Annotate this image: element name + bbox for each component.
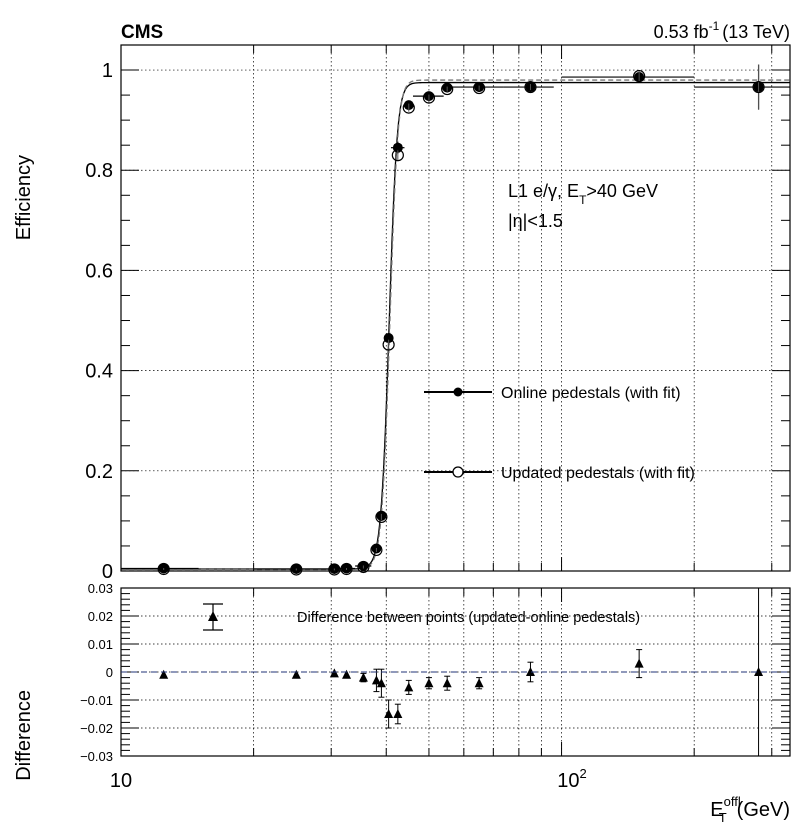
difference-point (525, 667, 535, 676)
experiment-label: CMS (121, 22, 163, 43)
difference-ylabel: Difference (13, 690, 35, 781)
xtick-label-10: 10 (110, 770, 132, 792)
difference-point (291, 669, 301, 679)
updated-point (382, 338, 395, 351)
legend-updated-marker (452, 466, 464, 478)
difference-point (342, 669, 352, 679)
difference-ytick-label: 0.03 (88, 581, 113, 596)
eta-annotation: |η|<1.5 (508, 211, 563, 231)
difference-ytick-label: −0.03 (80, 749, 113, 764)
difference-point (424, 678, 434, 688)
updated-point (441, 82, 454, 96)
efficiency-ytick-label: 0.8 (85, 160, 113, 182)
difference-point (404, 682, 414, 692)
efficiency-points (121, 64, 790, 576)
updated-fit-curve (121, 79, 790, 571)
updated-point (357, 560, 370, 574)
legend-diff-label: Difference between points (updated-onlin… (297, 610, 640, 626)
bottom-panel-ticks (120, 587, 790, 757)
legend-online-label: Online pedestals (with fit) (501, 385, 681, 402)
updated-point (328, 563, 341, 576)
top-legend: Online pedestals (with fit) Updated pede… (424, 385, 695, 482)
difference-ytick-labels: −0.03 −0.02 −0.01 0 0.01 0.02 0.03 (80, 581, 113, 764)
selection-annotation: L1 e/γ, ET>40 GeV (508, 181, 658, 207)
bottom-legend: Difference between points (updated-onlin… (203, 603, 640, 631)
difference-point (329, 668, 339, 678)
difference-point (442, 678, 452, 688)
updated-point (422, 91, 436, 104)
x-axis-title: Eoffl T (GeV) (710, 794, 790, 823)
legend-updated-label: Updated pedestals (with fit) (501, 465, 695, 482)
top-panel-grid (121, 45, 790, 571)
difference-ytick-label: 0.02 (88, 609, 113, 624)
difference-point (159, 669, 169, 679)
legend-online-marker (453, 387, 463, 397)
top-panel-ticks (120, 44, 790, 572)
difference-point (754, 667, 764, 676)
updated-point (391, 149, 404, 162)
updated-point (157, 562, 170, 576)
efficiency-ytick-label: 0.4 (85, 361, 113, 383)
difference-point (384, 709, 394, 718)
xtick-label-100: 102 (557, 766, 586, 792)
difference-point (634, 658, 644, 668)
efficiency-ytick-label: 0.2 (85, 461, 113, 483)
updated-point (340, 562, 353, 576)
legend-diff-marker (208, 611, 218, 621)
efficiency-ytick-label: 0.6 (85, 260, 113, 282)
efficiency-ytick-label: 1 (102, 60, 113, 82)
difference-point (371, 675, 381, 685)
difference-ytick-label: 0 (106, 665, 113, 680)
updated-point (375, 510, 388, 523)
difference-ytick-label: −0.01 (80, 693, 113, 708)
updated-point (402, 101, 415, 114)
difference-points (159, 588, 764, 756)
difference-point (474, 678, 484, 688)
difference-point (358, 672, 368, 682)
updated-point (633, 69, 646, 83)
efficiency-ylabel: Efficiency (13, 155, 35, 240)
difference-ytick-label: 0.01 (88, 637, 113, 652)
updated-point (290, 563, 303, 576)
online-point (383, 333, 394, 344)
lumi-label: 0.53 fb-1 (13 TeV) (654, 19, 790, 42)
efficiency-ytick-labels: 0 0.2 0.4 0.6 0.8 1 (85, 60, 113, 583)
updated-point (752, 80, 765, 94)
online-fit-curve (121, 81, 790, 570)
difference-ytick-label: −0.02 (80, 721, 113, 736)
updated-point (524, 80, 537, 94)
efficiency-ytick-label: 0 (102, 561, 113, 583)
updated-point (473, 81, 486, 95)
top-panel-frame (120, 44, 791, 572)
updated-point (370, 543, 383, 557)
difference-point (376, 678, 386, 688)
difference-point (393, 709, 403, 718)
